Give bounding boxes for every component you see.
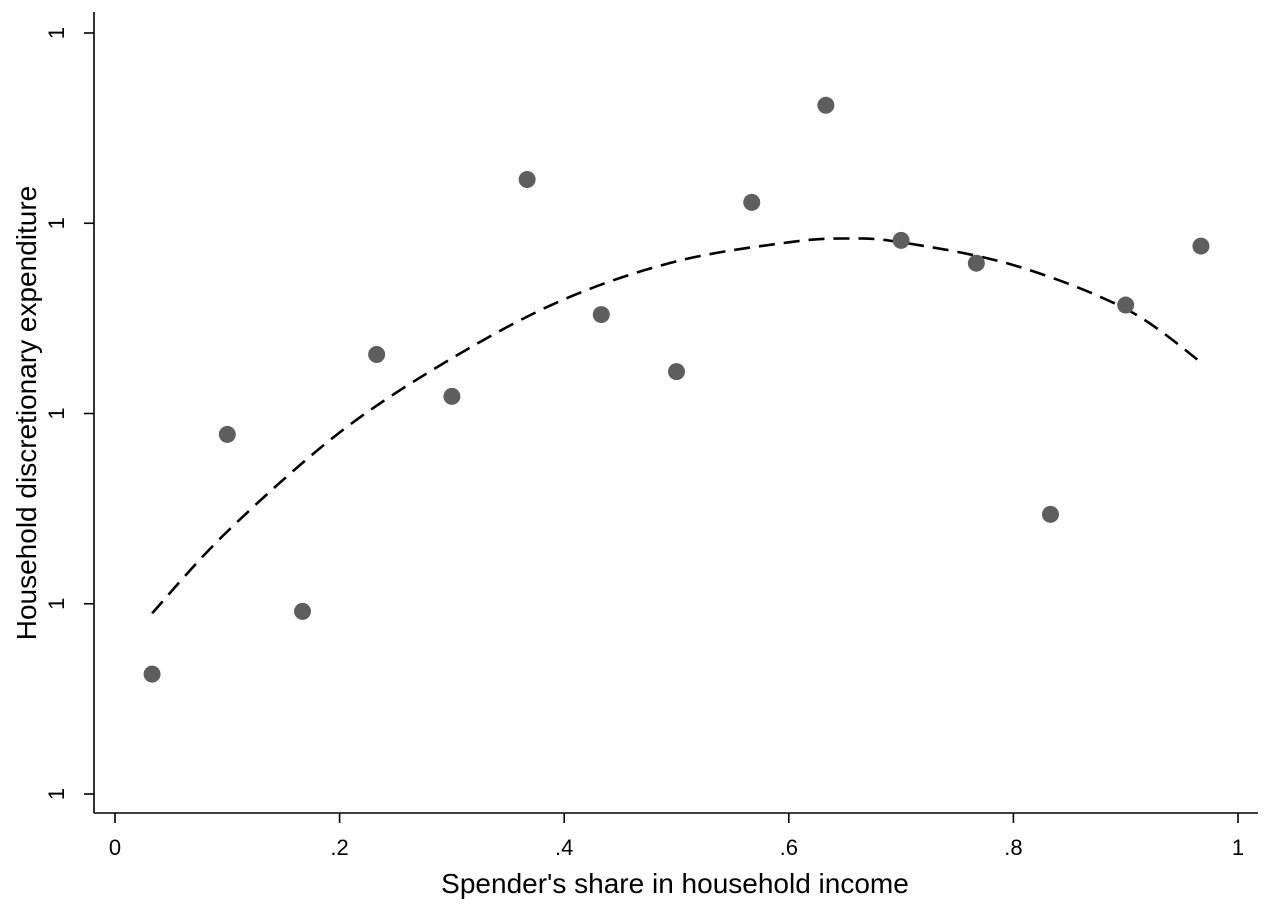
- x-tick-label: .2: [330, 835, 348, 860]
- x-tick-label: 1: [1232, 835, 1244, 860]
- data-point: [143, 665, 161, 683]
- x-tick-label: .8: [1004, 835, 1022, 860]
- x-tick-label: .4: [555, 835, 573, 860]
- data-point: [967, 254, 985, 272]
- fitted-curve: [151, 237, 1202, 615]
- data-point: [1117, 296, 1135, 314]
- data-point: [592, 306, 610, 324]
- data-point: [443, 387, 461, 405]
- data-point: [1041, 505, 1059, 523]
- y-tick-label: 1: [44, 788, 69, 800]
- x-tick-label: .6: [780, 835, 798, 860]
- data-point: [743, 193, 761, 211]
- y-axis-title: Household discretionary expenditure: [11, 186, 42, 641]
- x-axis-ticks: 0 .2 .4 .6 .8 1: [109, 813, 1244, 860]
- data-point: [518, 170, 536, 188]
- y-tick-label: 1: [44, 217, 69, 229]
- y-tick-label: 1: [44, 598, 69, 610]
- y-tick-label: 1: [44, 27, 69, 39]
- data-point: [218, 425, 236, 443]
- x-axis-title: Spender's share in household income: [441, 868, 909, 899]
- data-point: [892, 231, 910, 249]
- data-point: [668, 363, 685, 381]
- fitted-curve-group: [151, 237, 1202, 615]
- y-axis-ticks: 1 1 1 1 1: [44, 27, 94, 800]
- data-points: [143, 96, 1210, 683]
- plot-frame: [93, 12, 1258, 814]
- x-tick-label: 0: [109, 835, 121, 860]
- y-tick-label: 1: [44, 407, 69, 419]
- data-point: [294, 602, 312, 620]
- data-point: [368, 346, 386, 364]
- data-point: [1192, 237, 1210, 255]
- data-point: [817, 96, 835, 114]
